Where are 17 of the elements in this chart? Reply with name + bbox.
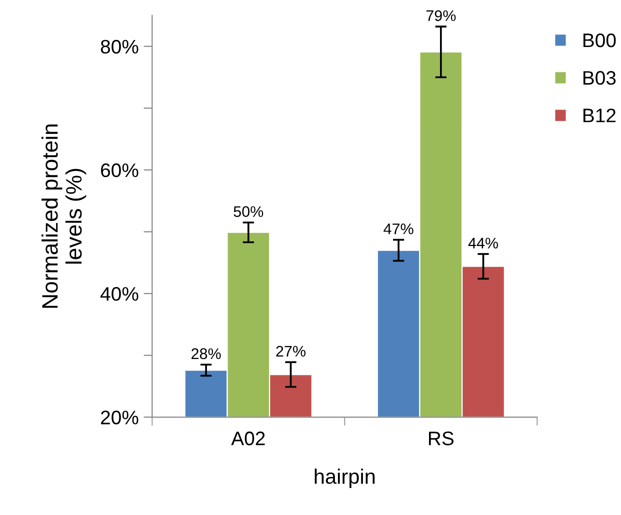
y-tick-label: 40% <box>100 287 138 301</box>
x-tick-label: RS <box>429 432 454 446</box>
y-tick-label: 20% <box>101 410 138 424</box>
data-label: 28% <box>192 348 221 360</box>
x-tick-label: A02 <box>231 432 265 446</box>
y-axis-title: Normalized protein levels (%) <box>41 124 86 308</box>
data-label: 44% <box>468 238 498 248</box>
y-tick-label: 60% <box>101 163 138 178</box>
data-label: 27% <box>276 346 306 357</box>
legend-label: B12 <box>583 108 616 122</box>
legend-label: B00 <box>583 33 616 48</box>
legend-label: B03 <box>583 71 616 85</box>
data-label: 50% <box>234 206 264 217</box>
data-label: 47% <box>384 224 414 234</box>
y-tick-label: 80% <box>100 40 138 54</box>
x-axis-title: hairpin <box>314 468 375 488</box>
data-label: 79% <box>426 10 456 22</box>
